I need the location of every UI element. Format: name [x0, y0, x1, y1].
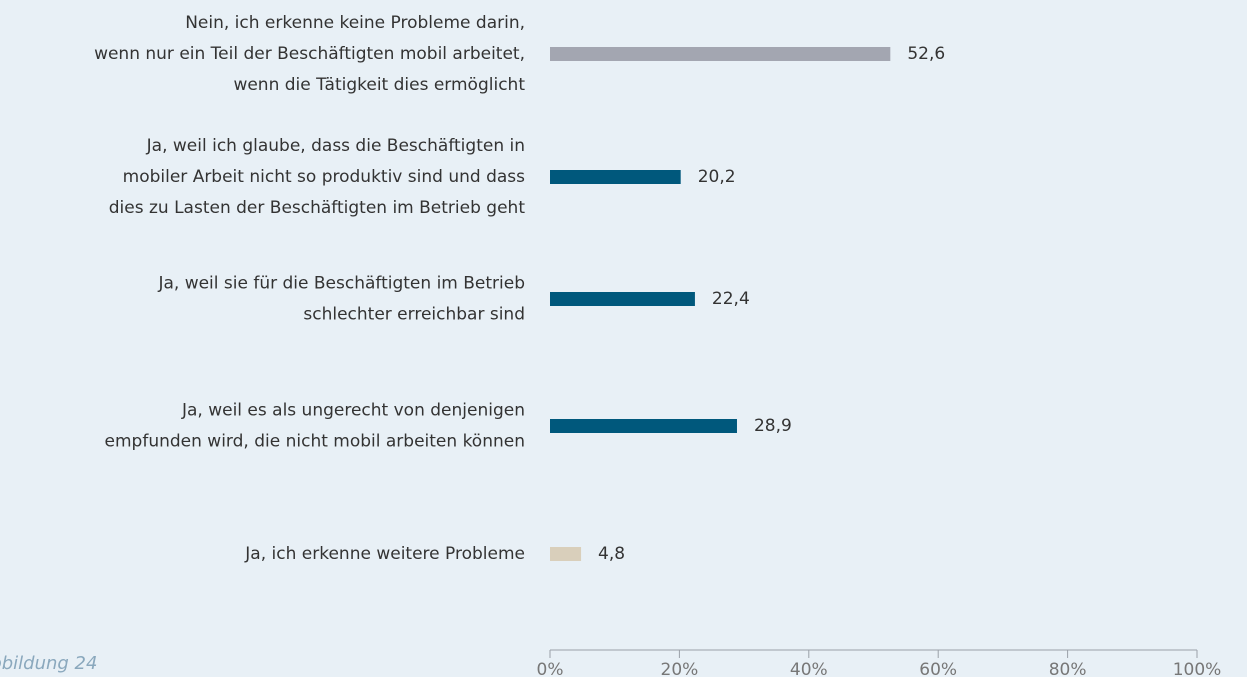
value-label: 22,4: [712, 289, 750, 309]
x-tick-label: 0%: [537, 660, 564, 677]
value-label: 52,6: [907, 44, 945, 64]
category-line: Ja, weil sie für die Beschäftigten im Be…: [157, 274, 525, 294]
value-label: 20,2: [698, 167, 736, 187]
x-tick-label: 80%: [1049, 660, 1087, 677]
category-label: Ja, weil ich glaube, dass die Beschäftig…: [109, 136, 526, 218]
x-tick-label: 60%: [919, 660, 957, 677]
category-line: wenn nur ein Teil der Beschäftigten mobi…: [94, 44, 525, 64]
bar: [550, 419, 737, 433]
bar: [550, 170, 681, 184]
value-label: 28,9: [754, 416, 792, 436]
figure-label: Abbildung 24: [0, 653, 97, 674]
category-line: schlechter erreichbar sind: [303, 305, 525, 325]
category-line: dies zu Lasten der Beschäftigten im Betr…: [109, 198, 526, 218]
category-line: Nein, ich erkenne keine Probleme darin,: [185, 13, 525, 33]
category-label: Ja, weil es als ungerecht von denjenigen…: [105, 401, 525, 452]
x-tick-label: 100%: [1173, 660, 1222, 677]
category-label: Nein, ich erkenne keine Probleme darin, w…: [94, 13, 525, 95]
x-tick-label: 40%: [790, 660, 828, 677]
value-label: 4,8: [598, 544, 625, 564]
category-label: Ja, weil sie für die Beschäftigten im Be…: [157, 274, 525, 325]
category-line: Ja, weil es als ungerecht von denjenigen: [181, 401, 525, 421]
x-tick-label: 20%: [661, 660, 699, 677]
bar: [550, 547, 582, 561]
category-line: Ja, weil ich glaube, dass die Beschäftig…: [146, 136, 525, 156]
bar: [550, 47, 891, 61]
category-line: empfunden wird, die nicht mobil arbeiten…: [105, 432, 525, 452]
category-line: mobiler Arbeit nicht so produktiv sind u…: [123, 167, 525, 187]
category-line: wenn die Tätigkeit dies ermöglicht: [233, 75, 525, 95]
bar: [550, 292, 695, 306]
category-line: Ja, ich erkenne weitere Probleme: [244, 544, 525, 564]
category-label: Ja, ich erkenne weitere Probleme: [244, 544, 525, 564]
